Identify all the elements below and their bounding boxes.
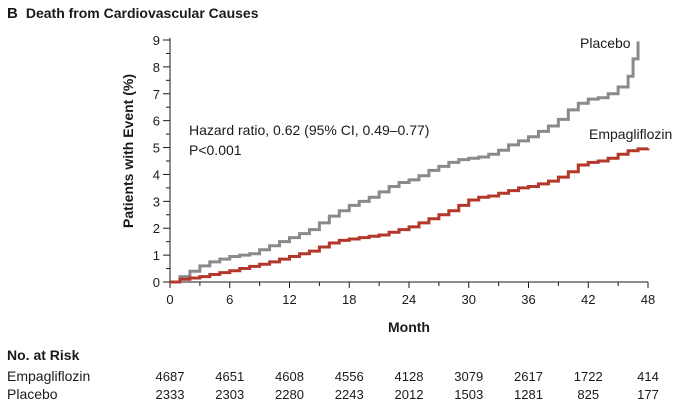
- risk-value: 3079: [454, 369, 484, 384]
- risk-table-heading: No. at Risk: [7, 347, 80, 363]
- y-tick-label: 2: [153, 221, 160, 236]
- x-tick-label: 24: [402, 292, 416, 307]
- risk-value: 4687: [155, 369, 185, 384]
- panel-title: Death from Cardiovascular Causes: [25, 5, 259, 21]
- series-layer: [170, 41, 650, 284]
- panel-heading: B Death from Cardiovascular Causes: [7, 5, 258, 22]
- risk-value: 2012: [394, 387, 424, 402]
- y-tick-label: 0: [153, 275, 160, 290]
- x-axis: 0 6 12 18 24 30 36 42 48: [166, 281, 655, 307]
- y-axis: 0 1 2 3 4 5 6 7 8 9: [153, 33, 171, 290]
- risk-value: 2617: [514, 369, 543, 384]
- hazard-ratio-annotation: Hazard ratio, 0.62 (95% CI, 0.49–0.77): [189, 122, 429, 138]
- x-tick-label: 0: [166, 292, 173, 307]
- risk-value: 4608: [275, 369, 304, 384]
- risk-value: 2303: [215, 387, 245, 402]
- y-tick-label: 6: [153, 114, 160, 129]
- x-tick-label: 30: [462, 292, 476, 307]
- risk-value: 4556: [334, 369, 364, 384]
- risk-value: 4651: [215, 369, 245, 384]
- risk-value: 2280: [275, 387, 304, 402]
- risk-value: 1722: [573, 369, 603, 384]
- y-tick-label: 4: [153, 167, 160, 182]
- risk-value: 1503: [454, 387, 484, 402]
- y-tick-label: 7: [153, 87, 160, 102]
- risk-value: 825: [577, 387, 600, 402]
- y-axis-label: Patients with Event (%): [120, 74, 136, 228]
- x-tick-label: 12: [282, 292, 296, 307]
- x-axis-label: Month: [388, 319, 430, 335]
- series-label-empagliflozin: Empagliflozin: [589, 126, 672, 142]
- panel-letter: B: [7, 5, 18, 22]
- y-tick-label: 1: [153, 248, 160, 263]
- risk-row-label: Placebo: [7, 386, 58, 402]
- series-line-placebo: [170, 41, 640, 284]
- y-tick-label: 3: [153, 194, 160, 209]
- risk-value: 2333: [155, 387, 185, 402]
- y-tick-label: 9: [153, 33, 160, 48]
- x-tick-label: 42: [581, 292, 595, 307]
- y-tick-label: 5: [153, 141, 160, 156]
- risk-value: 2243: [334, 387, 364, 402]
- x-tick-label: 6: [226, 292, 233, 307]
- series-line-empagliflozin: [170, 147, 650, 284]
- risk-row-label: Empagliflozin: [7, 368, 91, 384]
- y-tick-label: 8: [153, 60, 160, 75]
- risk-value: 4128: [394, 369, 424, 384]
- risk-value: 414: [637, 369, 659, 384]
- x-tick-label: 36: [521, 292, 535, 307]
- p-value-annotation: P<0.001: [189, 142, 242, 158]
- series-label-placebo: Placebo: [580, 35, 631, 51]
- risk-value: 177: [637, 387, 659, 402]
- x-tick-label: 48: [641, 292, 655, 307]
- x-tick-label: 18: [342, 292, 356, 307]
- risk-value: 1281: [514, 387, 543, 402]
